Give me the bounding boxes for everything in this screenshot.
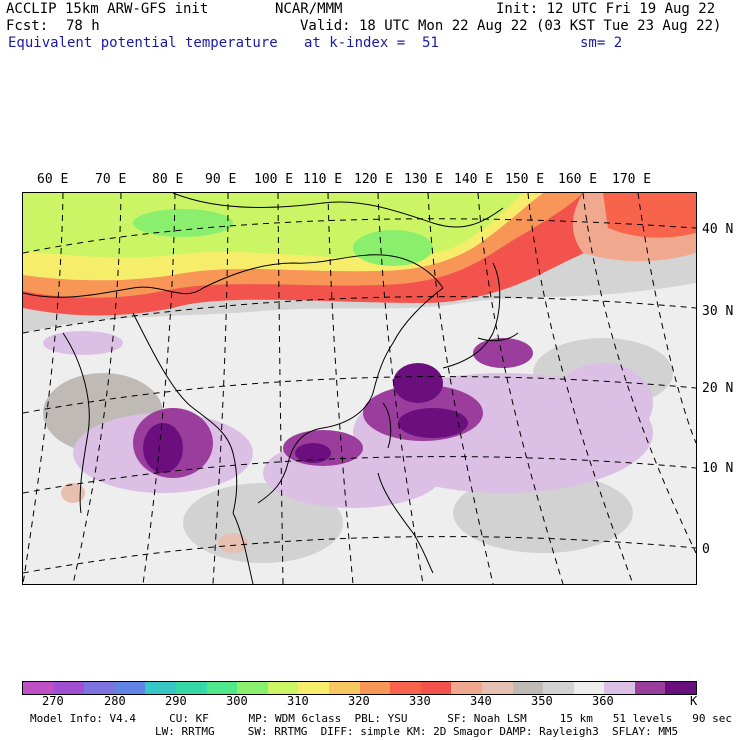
lat-label: 20 N (702, 381, 734, 396)
colorbar-tick: 360 (592, 694, 614, 708)
colorbar-swatch (53, 682, 85, 694)
model-info-line1: Model Info: V4.4 CU: KF MP: WDM 6class P… (30, 712, 732, 725)
colorbar-swatch (512, 682, 544, 694)
colorbar-tick: 310 (287, 694, 309, 708)
forecast-hour: 78 h (66, 18, 100, 34)
colorbar-swatch (114, 682, 146, 694)
colorbar-tick: 340 (470, 694, 492, 708)
colorbar-tick: 320 (348, 694, 370, 708)
forecast-label: Fcst: (6, 18, 49, 34)
colorbar-swatch (604, 682, 635, 694)
colorbar-tick: 290 (165, 694, 187, 708)
lon-label: 80 E (152, 172, 184, 187)
colorbar-tick: 300 (226, 694, 248, 708)
smoothing-value: sm= 2 (580, 35, 623, 51)
colorbar-swatch (206, 682, 238, 694)
lat-label: 0 (702, 542, 710, 557)
colorbar (22, 681, 697, 695)
colorbar-swatch (359, 682, 391, 694)
level-index: at k-index = 51 (304, 35, 439, 51)
colorbar-swatch (237, 682, 268, 694)
org-label: NCAR/MMM (275, 1, 343, 17)
colorbar-swatch (420, 682, 452, 694)
colorbar-swatch (543, 682, 574, 694)
lon-label: 60 E (37, 172, 69, 187)
colorbar-swatch (451, 682, 482, 694)
colorbar-swatch (175, 682, 207, 694)
colorbar-swatch (328, 682, 360, 694)
colorbar-swatch (23, 682, 54, 694)
colorbar-tick: 330 (409, 694, 431, 708)
colorbar-swatch (84, 682, 115, 694)
colorbar-swatch (573, 682, 605, 694)
lon-label: 70 E (95, 172, 127, 187)
colorbar-swatch (390, 682, 421, 694)
colorbar-swatch (145, 682, 176, 694)
field-name: Equivalent potential temperature (8, 35, 278, 51)
colorbar-tick: 280 (104, 694, 126, 708)
lon-label: 110 E (303, 172, 343, 187)
model-info-line2: LW: RRTMG SW: RRTMG DIFF: simple KM: 2D … (155, 725, 679, 738)
lon-label: 140 E (454, 172, 494, 187)
valid-time: Valid: 18 UTC Mon 22 Aug 22 (03 KST Tue … (300, 18, 722, 34)
init-time: Init: 12 UTC Fri 19 Aug 22 (496, 1, 716, 17)
lon-label: 90 E (205, 172, 237, 187)
lat-label: 30 N (702, 304, 734, 319)
colorbar-tick: 350 (531, 694, 553, 708)
lat-label: 10 N (702, 461, 734, 476)
model-title: ACCLIP 15km ARW-GFS init (6, 1, 209, 17)
theta-e-map (22, 192, 697, 585)
lon-label: 120 E (354, 172, 394, 187)
lon-label: 150 E (505, 172, 545, 187)
colorbar-swatch (298, 682, 329, 694)
lon-label: 170 E (612, 172, 652, 187)
lon-label: 160 E (558, 172, 598, 187)
colorbar-tick: 270 (42, 694, 64, 708)
colorbar-swatch (665, 682, 697, 694)
colorbar-swatch (267, 682, 299, 694)
colorbar-unit: K (690, 694, 698, 708)
lon-label: 130 E (404, 172, 444, 187)
colorbar-swatch (634, 682, 666, 694)
lat-label: 40 N (702, 222, 734, 237)
lon-label: 100 E (254, 172, 294, 187)
colorbar-swatch (481, 682, 513, 694)
